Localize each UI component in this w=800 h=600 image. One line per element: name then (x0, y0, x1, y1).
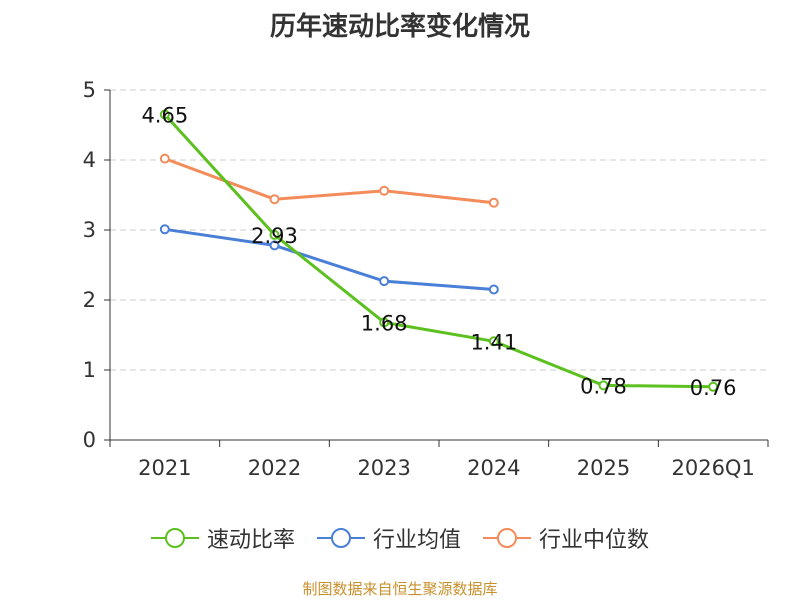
data-point (598, 380, 609, 391)
legend-item-industry-mean[interactable]: 行业均值 (316, 522, 461, 554)
data-point (159, 224, 170, 235)
data-point (379, 276, 390, 287)
legend: 速动比率 行业均值 行业中位数 (0, 518, 800, 558)
data-point (379, 317, 390, 328)
legend-line-icon (316, 528, 365, 548)
data-point (488, 284, 499, 295)
legend-line-icon (483, 528, 531, 548)
data-point (269, 240, 280, 251)
legend-label: 行业均值 (372, 528, 461, 553)
x-tick-label: 2026Q1 (671, 456, 754, 480)
label-layer: 4.65 2.93 1.68 1.41 0.78 0.76 (141, 104, 736, 400)
chart-title: 历年速动比率变化情况 (269, 12, 530, 42)
legend-item-industry-median[interactable]: 行业中位数 (483, 522, 649, 554)
y-tick-label: 4 (83, 148, 96, 172)
y-tick-label: 0 (83, 428, 96, 452)
data-point (488, 197, 499, 208)
series-line (164, 157, 494, 205)
data-label: 4.65 (141, 104, 188, 128)
data-point (269, 229, 280, 240)
x-tick-label: 2025 (577, 456, 630, 480)
axis-layer: 0 1 2 3 4 5 2021 2022 2023 2024 2025 2026Q1 (83, 78, 769, 480)
y-tick-label: 3 (83, 218, 96, 242)
y-tick-label: 5 (83, 78, 96, 102)
data-point (159, 109, 170, 120)
data-point (708, 381, 719, 392)
data-label: 1.41 (470, 330, 517, 354)
legend-label: 速动比率 (206, 528, 295, 553)
y-tick-label: 1 (83, 358, 96, 382)
source-note: 制图数据来自恒生聚源数据库 (302, 580, 498, 598)
data-label: 1.68 (361, 311, 408, 335)
grid-layer (110, 89, 768, 371)
series-line (163, 113, 714, 389)
x-tick-label: 2021 (138, 456, 191, 480)
data-point (269, 194, 280, 205)
y-tick-label: 2 (83, 288, 96, 312)
legend-item-quick-ratio[interactable]: 速动比率 (150, 522, 295, 554)
legend-line-icon (150, 528, 199, 548)
data-label: 0.76 (690, 376, 737, 400)
data-point (379, 185, 390, 196)
x-tick-label: 2022 (248, 456, 301, 480)
series-layer (159, 109, 719, 392)
data-point (488, 336, 499, 347)
data-label: 0.78 (580, 374, 627, 398)
data-point (159, 153, 170, 164)
data-label: 2.93 (251, 224, 298, 248)
x-tick-label: 2023 (357, 456, 410, 480)
series-line (164, 227, 494, 291)
x-tick-label: 2024 (467, 456, 520, 480)
legend-label: 行业中位数 (539, 528, 650, 553)
